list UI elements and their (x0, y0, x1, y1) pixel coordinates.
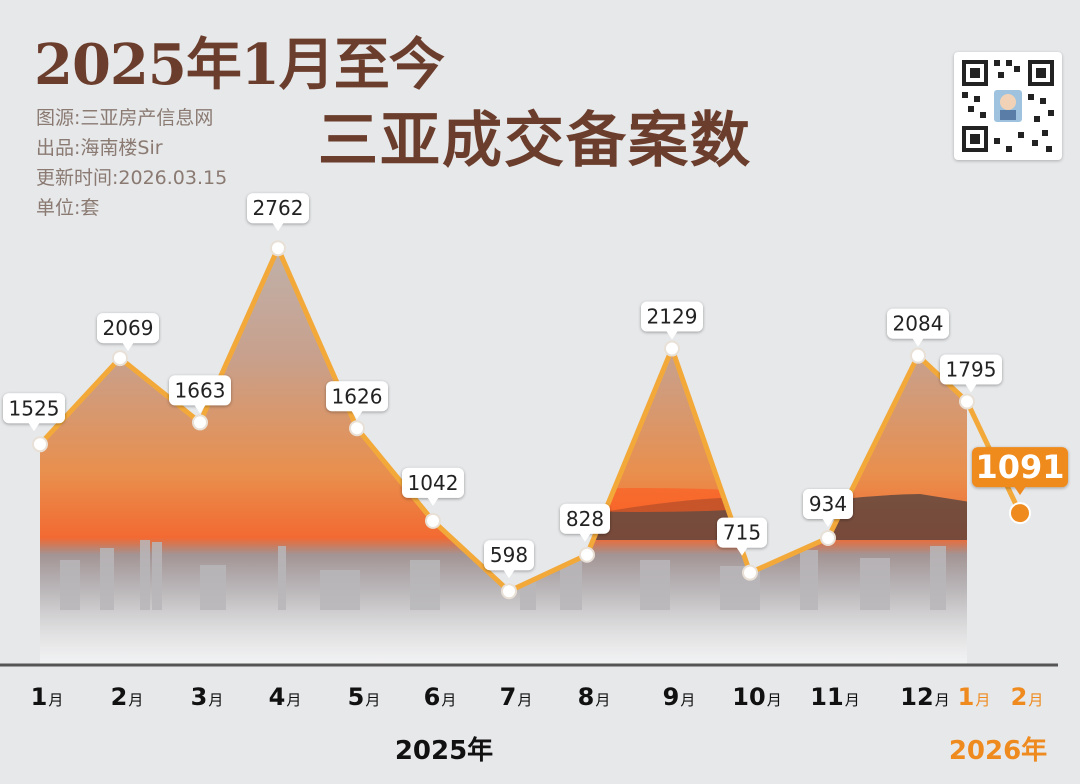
data-label: 1525 (3, 393, 65, 432)
data-point (959, 393, 975, 410)
data-label-text: 1091 (975, 448, 1064, 486)
data-label: 1795 (940, 354, 1002, 393)
data-label-text: 934 (809, 492, 847, 516)
x-tick-label: 2月 (1010, 683, 1044, 711)
x-tick-label: 8月 (577, 683, 611, 711)
qr-code-icon (954, 52, 1062, 160)
data-label: 2084 (887, 308, 949, 347)
data-label-text: 1795 (946, 357, 997, 381)
data-label-text: 715 (723, 521, 761, 545)
x-tick-label: 9月 (662, 683, 696, 711)
data-label-text: 1042 (408, 471, 459, 495)
chart-title-line2: 三亚成交备案数 (318, 106, 752, 176)
chart-title-line1: 2025年1月至今 (34, 32, 445, 98)
data-point (910, 347, 926, 364)
year-label: 2025年 (394, 736, 494, 766)
x-tick-label: 7月 (499, 683, 533, 711)
x-tick-label: 2月 (110, 683, 144, 711)
data-label-text: 828 (566, 507, 604, 531)
data-point (820, 529, 836, 546)
source-text: 图源:三亚房产信息网 (36, 107, 214, 129)
data-label: 2762 (247, 193, 309, 232)
data-point (32, 436, 48, 453)
x-tick-label: 5月 (347, 683, 381, 711)
x-tick-label: 12月 (900, 683, 950, 711)
data-point (1009, 502, 1031, 525)
data-label-text: 2129 (647, 305, 698, 329)
data-point (112, 350, 128, 367)
data-label: 1626 (326, 381, 388, 420)
updated-date-text: 更新时间:2026.03.15 (36, 167, 228, 189)
data-label-text: 2762 (253, 196, 304, 220)
x-tick-label: 11月 (810, 683, 860, 711)
area-photo-fill (40, 248, 967, 665)
x-tick-label: 6月 (423, 683, 457, 711)
x-tick-label: 1月 (30, 683, 64, 711)
unit-text: 单位:套 (36, 197, 100, 219)
data-label: 934 (803, 488, 853, 527)
x-tick-label: 1月 (957, 683, 991, 711)
producer-text: 出品:海南楼Sir (36, 137, 163, 159)
data-point (742, 564, 758, 581)
data-label-text: 598 (490, 543, 528, 567)
data-label-text: 1626 (332, 384, 383, 408)
data-label: 2069 (97, 313, 159, 352)
data-point (192, 414, 208, 431)
x-tick-label: 3月 (190, 683, 224, 711)
x-tick-label: 10月 (732, 683, 782, 711)
data-point (349, 420, 365, 437)
data-point (425, 512, 441, 529)
data-label: 715 (717, 517, 767, 556)
x-tick-label: 4月 (268, 683, 302, 711)
data-label: 1663 (169, 375, 231, 414)
data-label: 828 (560, 503, 610, 542)
data-label-text: 2069 (103, 316, 154, 340)
data-label: 1042 (402, 467, 464, 506)
data-point (579, 546, 595, 563)
data-point (270, 240, 286, 257)
year-label: 2026年 (948, 736, 1048, 766)
data-point (501, 583, 517, 600)
data-label: 598 (484, 540, 534, 579)
data-label-text: 1525 (9, 396, 60, 420)
data-label-text: 2084 (893, 312, 944, 336)
data-label-text: 1663 (175, 378, 226, 402)
data-label: 1091 (972, 447, 1068, 496)
data-point (664, 340, 680, 357)
data-label: 2129 (641, 301, 703, 340)
